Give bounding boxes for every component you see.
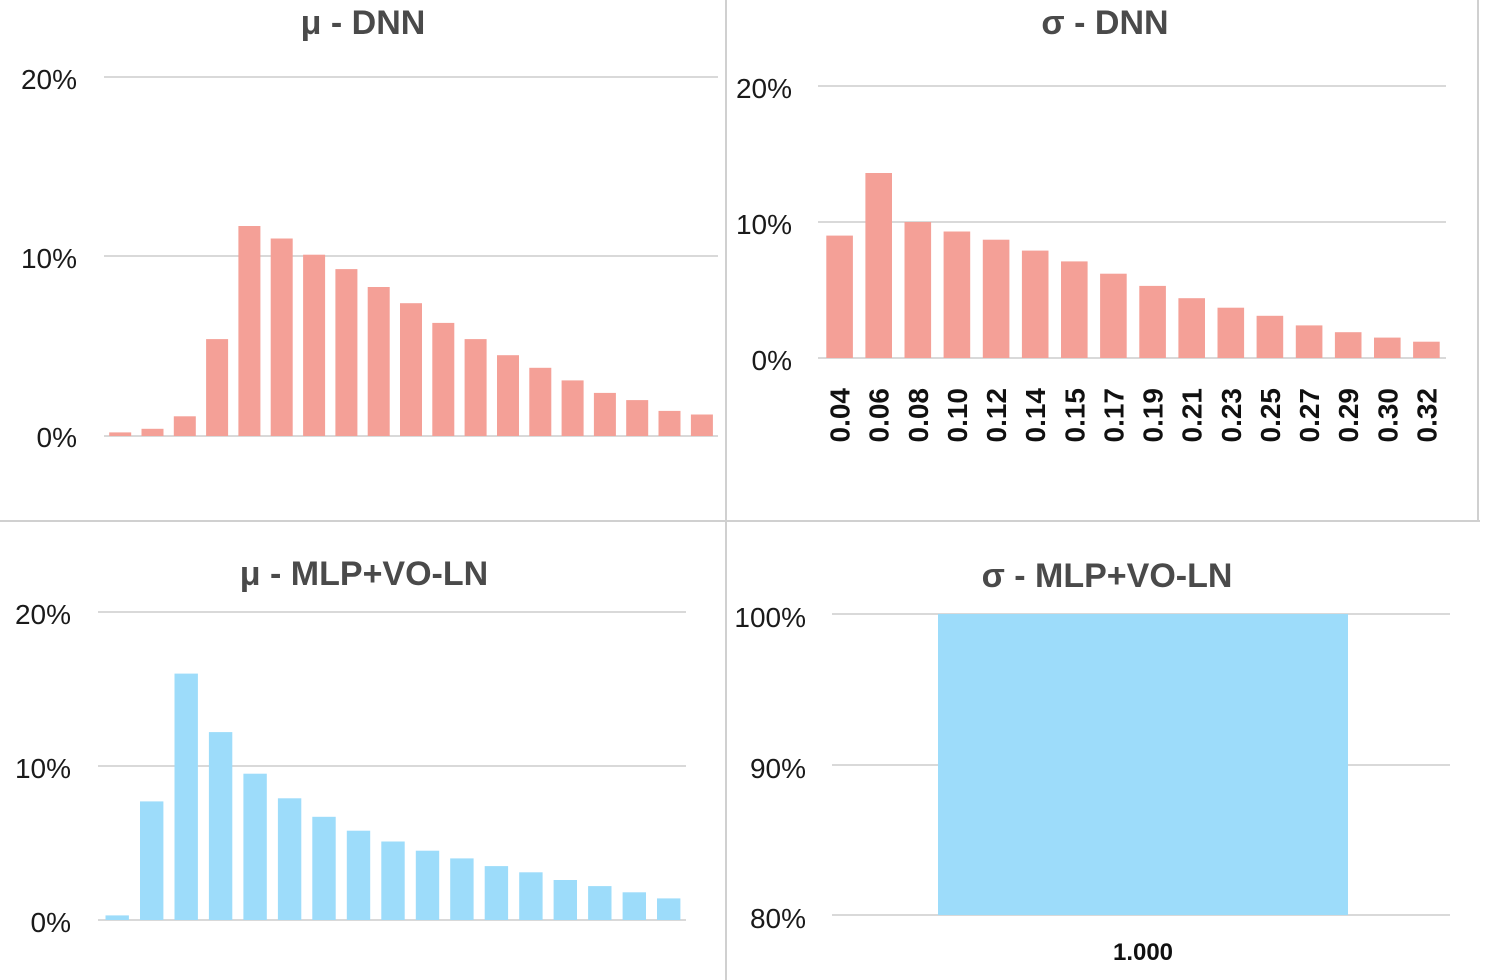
bar-11 — [464, 339, 487, 436]
bar-2 — [174, 673, 198, 920]
x-tick-label: 0.14 — [1020, 388, 1051, 443]
chart-mu-mlp-vo-ln: μ - MLP+VO-LN 0% 10% 20% — [15, 555, 686, 938]
x-tick-labels: 1.000 — [1113, 939, 1173, 966]
bar-3 — [943, 231, 971, 358]
x-tick-label: 0.32 — [1411, 388, 1442, 443]
y-tick-label: 20% — [21, 64, 77, 95]
bar-0 — [105, 915, 129, 920]
chart-title: μ - DNN — [301, 4, 426, 42]
y-tick-label: 10% — [21, 243, 77, 274]
bar-0 — [826, 235, 853, 358]
bar-3 — [208, 732, 233, 920]
chart-title: μ - MLP+VO-LN — [240, 555, 488, 593]
bar-10 — [1217, 307, 1245, 358]
bar-15 — [622, 892, 646, 920]
bar-14 — [1374, 337, 1401, 358]
y-tick-label: 10% — [736, 209, 792, 240]
bar-14 — [561, 380, 584, 436]
bar-group — [826, 173, 1440, 358]
bar-group — [938, 614, 1348, 915]
bar-9 — [415, 850, 440, 920]
bar-1 — [140, 801, 164, 920]
bar-16 — [657, 898, 681, 920]
bar-11 — [1256, 315, 1284, 358]
bar-13 — [553, 880, 577, 920]
chart-mu-dnn: μ - DNN 0% 10% 20% — [21, 4, 718, 453]
bar-12 — [1295, 325, 1323, 358]
bar-11 — [484, 866, 509, 920]
bar-1 — [141, 428, 164, 436]
bar-10 — [432, 322, 455, 436]
bar-4 — [982, 239, 1010, 358]
bar-5 — [270, 238, 293, 436]
bar-1 — [865, 173, 892, 358]
x-tick-label: 0.27 — [1294, 388, 1325, 443]
bar-5 — [277, 798, 302, 920]
y-tick-label: 0% — [37, 422, 77, 453]
bar-5 — [1021, 250, 1049, 358]
bar-group — [105, 673, 681, 920]
bar-14 — [588, 886, 612, 920]
x-tick-label: 0.04 — [825, 388, 856, 443]
x-tick-label: 0.21 — [1177, 388, 1208, 443]
chart-sigma-dnn: σ - DNN 0% 10% 20% 0.04 0.06 0.08 0.10 0.12 0… — [736, 4, 1446, 443]
bar-0 — [109, 432, 132, 436]
x-tick-labels: 0.04 0.06 0.08 0.10 0.12 0.14 0.15 0.17 0.19 0.21… — [825, 388, 1443, 443]
bar-8 — [381, 841, 405, 920]
y-tick-label: 100% — [734, 602, 806, 633]
bar-13 — [1334, 332, 1362, 358]
bar-6 — [303, 254, 326, 436]
chart-title: σ - DNN — [1041, 4, 1168, 42]
bar-6 — [1061, 261, 1088, 358]
bar-8 — [1139, 285, 1166, 358]
bar-4 — [243, 773, 267, 920]
x-tick-label: 0.10 — [942, 388, 973, 443]
chart-title: σ - MLP+VO-LN — [982, 557, 1233, 595]
x-tick-label: 0.29 — [1333, 388, 1364, 443]
bar-12 — [497, 355, 519, 436]
x-tick-label: 0.23 — [1216, 388, 1247, 443]
bar-7 — [346, 830, 371, 920]
y-tick-label: 90% — [750, 753, 806, 784]
bar-8 — [367, 287, 390, 436]
bar-15 — [593, 392, 616, 436]
x-tick-label: 0.15 — [1059, 388, 1090, 443]
bar-17 — [658, 410, 681, 436]
bar-4 — [238, 226, 261, 436]
x-tick-label: 0.19 — [1138, 388, 1169, 443]
bar-3 — [206, 339, 229, 436]
y-tick-label: 10% — [15, 753, 71, 784]
bar-9 — [1178, 298, 1205, 358]
x-tick-label: 0.25 — [1255, 388, 1286, 443]
bar-16 — [626, 400, 649, 436]
x-tick-label: 1.000 — [1113, 939, 1173, 966]
x-tick-label: 0.17 — [1098, 388, 1129, 443]
bar-7 — [335, 269, 358, 436]
bar-7 — [1100, 273, 1127, 358]
x-tick-label: 0.06 — [864, 388, 895, 443]
x-tick-label: 0.12 — [981, 388, 1012, 443]
bar-12 — [519, 872, 543, 920]
bar-2 — [173, 416, 196, 436]
x-tick-label: 0.30 — [1372, 388, 1403, 443]
chart-sigma-mlp-vo-ln: σ - MLP+VO-LN 80% 90% 100% 1.000 — [734, 557, 1450, 966]
y-tick-label: 80% — [750, 903, 806, 934]
bar-15 — [1413, 341, 1440, 358]
bar-18 — [690, 414, 713, 436]
y-tick-label: 0% — [31, 907, 71, 938]
bar-2 — [904, 222, 932, 358]
y-tick-label: 20% — [736, 73, 792, 104]
bar-13 — [529, 367, 552, 436]
y-tick-label: 20% — [15, 599, 71, 630]
x-tick-label: 0.08 — [903, 388, 934, 443]
bar-6 — [312, 816, 336, 920]
bar-group — [109, 226, 713, 436]
bar-10 — [450, 858, 474, 920]
y-tick-label: 0% — [752, 345, 792, 376]
bar-0 — [938, 614, 1348, 915]
bar-9 — [400, 303, 422, 436]
